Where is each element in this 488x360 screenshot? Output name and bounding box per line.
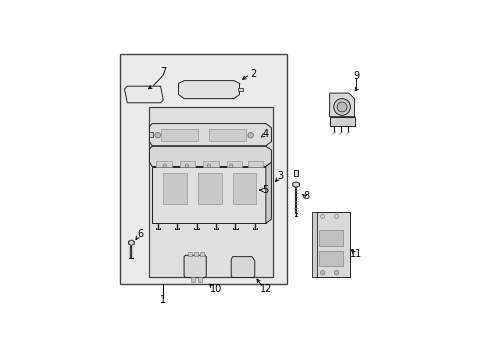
Bar bbox=[156, 161, 171, 167]
Bar bbox=[315, 212, 350, 278]
Circle shape bbox=[207, 164, 210, 167]
Circle shape bbox=[229, 164, 232, 167]
Text: 1: 1 bbox=[160, 296, 166, 305]
Bar bbox=[198, 174, 221, 204]
Polygon shape bbox=[152, 167, 265, 223]
Bar bbox=[149, 107, 272, 278]
Bar bbox=[191, 278, 195, 282]
Polygon shape bbox=[265, 162, 271, 223]
Circle shape bbox=[336, 102, 346, 112]
Circle shape bbox=[185, 164, 188, 167]
Polygon shape bbox=[149, 123, 271, 146]
Polygon shape bbox=[178, 81, 239, 99]
Polygon shape bbox=[231, 257, 254, 278]
Bar bbox=[311, 212, 316, 278]
Bar bbox=[194, 252, 198, 256]
Text: 2: 2 bbox=[250, 69, 256, 79]
Circle shape bbox=[320, 270, 324, 275]
Text: 6: 6 bbox=[137, 229, 143, 239]
Bar bbox=[319, 251, 342, 266]
Bar bbox=[200, 252, 204, 256]
Text: 3: 3 bbox=[277, 171, 283, 181]
Text: 9: 9 bbox=[352, 72, 358, 81]
Text: 12: 12 bbox=[259, 284, 271, 294]
Bar bbox=[226, 161, 242, 167]
Bar bbox=[160, 129, 198, 141]
Bar bbox=[208, 129, 246, 141]
Circle shape bbox=[334, 270, 338, 275]
Circle shape bbox=[163, 164, 166, 167]
Bar bbox=[203, 161, 218, 167]
Polygon shape bbox=[124, 86, 163, 103]
Polygon shape bbox=[128, 240, 134, 246]
Bar bbox=[120, 54, 286, 284]
Bar bbox=[163, 174, 186, 204]
Bar bbox=[247, 161, 263, 167]
Bar bbox=[198, 278, 202, 282]
Text: 11: 11 bbox=[350, 249, 362, 260]
Polygon shape bbox=[329, 117, 354, 126]
Polygon shape bbox=[292, 182, 299, 187]
Circle shape bbox=[155, 132, 160, 138]
Polygon shape bbox=[183, 255, 206, 278]
Bar bbox=[180, 161, 195, 167]
Text: 8: 8 bbox=[303, 192, 308, 202]
Bar bbox=[238, 87, 243, 91]
Bar bbox=[232, 174, 256, 204]
Polygon shape bbox=[329, 93, 354, 117]
Polygon shape bbox=[149, 146, 271, 167]
Bar bbox=[188, 252, 192, 256]
Text: 7: 7 bbox=[160, 67, 166, 77]
Text: 5: 5 bbox=[262, 185, 267, 195]
Circle shape bbox=[333, 99, 350, 115]
Text: 4: 4 bbox=[262, 129, 268, 139]
Bar bbox=[293, 170, 298, 176]
Bar bbox=[319, 230, 342, 246]
Circle shape bbox=[247, 132, 253, 138]
Bar bbox=[149, 132, 152, 137]
Text: 10: 10 bbox=[209, 284, 222, 294]
